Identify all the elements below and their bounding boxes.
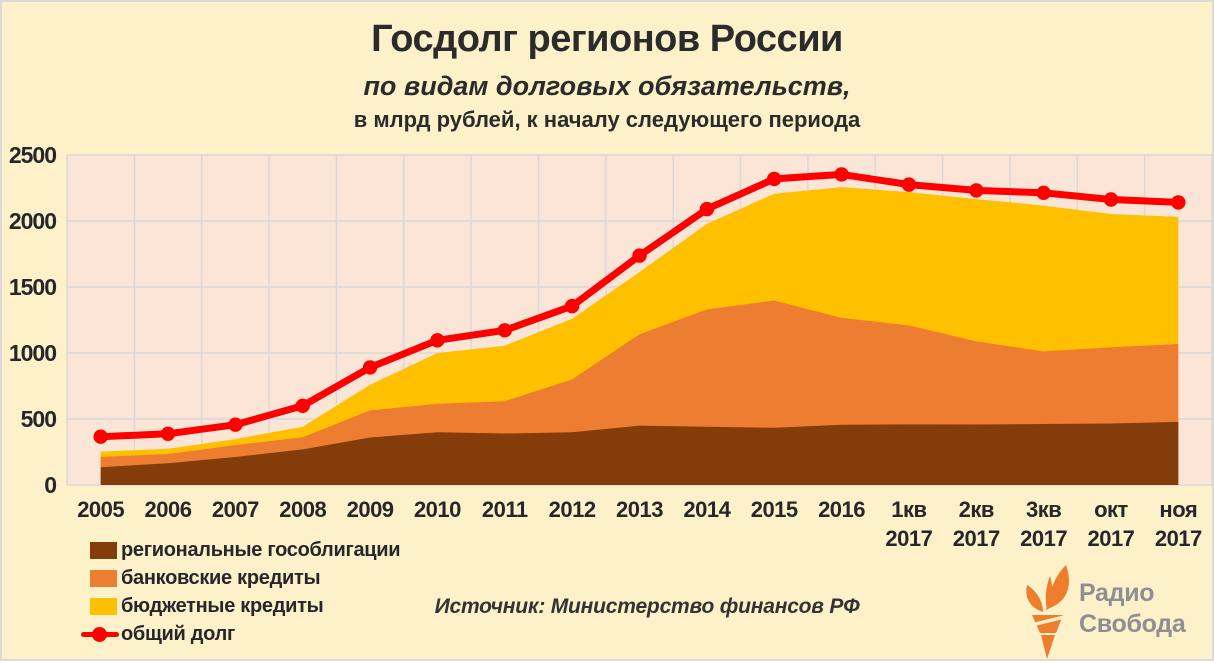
x-tick-label: 2016: [818, 497, 866, 522]
x-tick-label: 2008: [279, 497, 327, 522]
total-debt-point: [430, 333, 445, 348]
page-subtitle: по видам долговых обязательств,: [363, 71, 851, 101]
y-tick-label: 2000: [8, 208, 57, 234]
page-title: Госдолг регионов России: [371, 18, 843, 60]
x-tick-label: 2012: [548, 497, 596, 522]
total-debt-point: [969, 183, 984, 198]
x-tick-label: 3кв 2017: [1020, 497, 1068, 551]
total-debt-point: [1036, 185, 1051, 200]
legend-label: региональные гособлигации: [121, 538, 401, 561]
chart-legend: региональные гособлигации банковские кред…: [81, 536, 401, 648]
x-tick-label: 2010: [413, 497, 461, 522]
y-tick-label: 1000: [8, 340, 57, 366]
x-tick-label: 2011: [481, 497, 528, 522]
area-series-0: [100, 421, 1179, 485]
total-debt-point: [93, 429, 108, 444]
total-debt-point: [1103, 192, 1119, 207]
x-tick-label: 2006: [144, 497, 192, 522]
x-tick-label: ноя 2017: [1154, 497, 1202, 551]
legend-item-2: бюджетные кредиты: [90, 592, 400, 620]
total-debt-point: [497, 323, 512, 338]
source-caption: Источник: Министерство финансов РФ: [434, 595, 860, 618]
legend-line-marker-icon: [81, 626, 119, 643]
legend-swatch-icon: [90, 597, 117, 615]
x-tick-label: 2007: [211, 497, 259, 522]
torch-icon: [1026, 565, 1069, 659]
y-tick-label: 0: [44, 472, 57, 498]
total-debt-point: [295, 398, 310, 413]
total-debt-point: [564, 298, 580, 314]
total-debt-point: [228, 417, 243, 432]
y-tick-label: 2500: [8, 142, 57, 168]
total-debt-point: [901, 177, 917, 192]
x-tick-label: окт 2017: [1087, 497, 1135, 551]
logo-text-line1: Радио: [1079, 579, 1155, 607]
x-tick-label: 2009: [346, 497, 394, 522]
x-tick-label: 2005: [77, 497, 125, 522]
total-debt-point: [834, 167, 849, 182]
total-debt-point: [160, 426, 176, 441]
chart-header: Госдолг регионов России по видам долговы…: [2, 16, 1212, 134]
legend-swatch-icon: [90, 541, 117, 559]
x-tick-label: 2013: [616, 497, 663, 522]
legend-label: общий долг: [121, 622, 236, 645]
total-debt-point: [362, 360, 378, 375]
y-tick-label: 500: [20, 406, 57, 432]
radio-svoboda-logo: Радио Свобода: [1017, 562, 1207, 660]
total-debt-point: [699, 201, 715, 217]
logo-text: Радио Свобода: [1079, 578, 1186, 640]
legend-label: банковские кредиты: [121, 566, 321, 589]
total-debt-point: [1171, 195, 1186, 210]
total-debt-point: [767, 171, 782, 187]
legend-swatch-icon: [90, 569, 117, 587]
page-subtitle-units: в млрд рублей, к началу следующего перио…: [353, 107, 861, 132]
logo-text-line2: Свобода: [1079, 610, 1186, 638]
x-tick-label: 1кв 2017: [885, 497, 933, 551]
x-tick-label: 2015: [750, 497, 798, 522]
legend-item-1: банковские кредиты: [90, 564, 400, 592]
x-tick-label: 2кв 2017: [952, 497, 1000, 551]
legend-item-3: общий долг: [81, 620, 400, 648]
legend-dot: [92, 626, 107, 642]
legend-item-0: региональные гособлигации: [90, 536, 401, 564]
y-tick-label: 1500: [8, 274, 57, 300]
x-tick-label: 2014: [683, 497, 731, 522]
total-debt-point: [632, 248, 647, 263]
legend-label: бюджетные кредиты: [121, 594, 324, 617]
